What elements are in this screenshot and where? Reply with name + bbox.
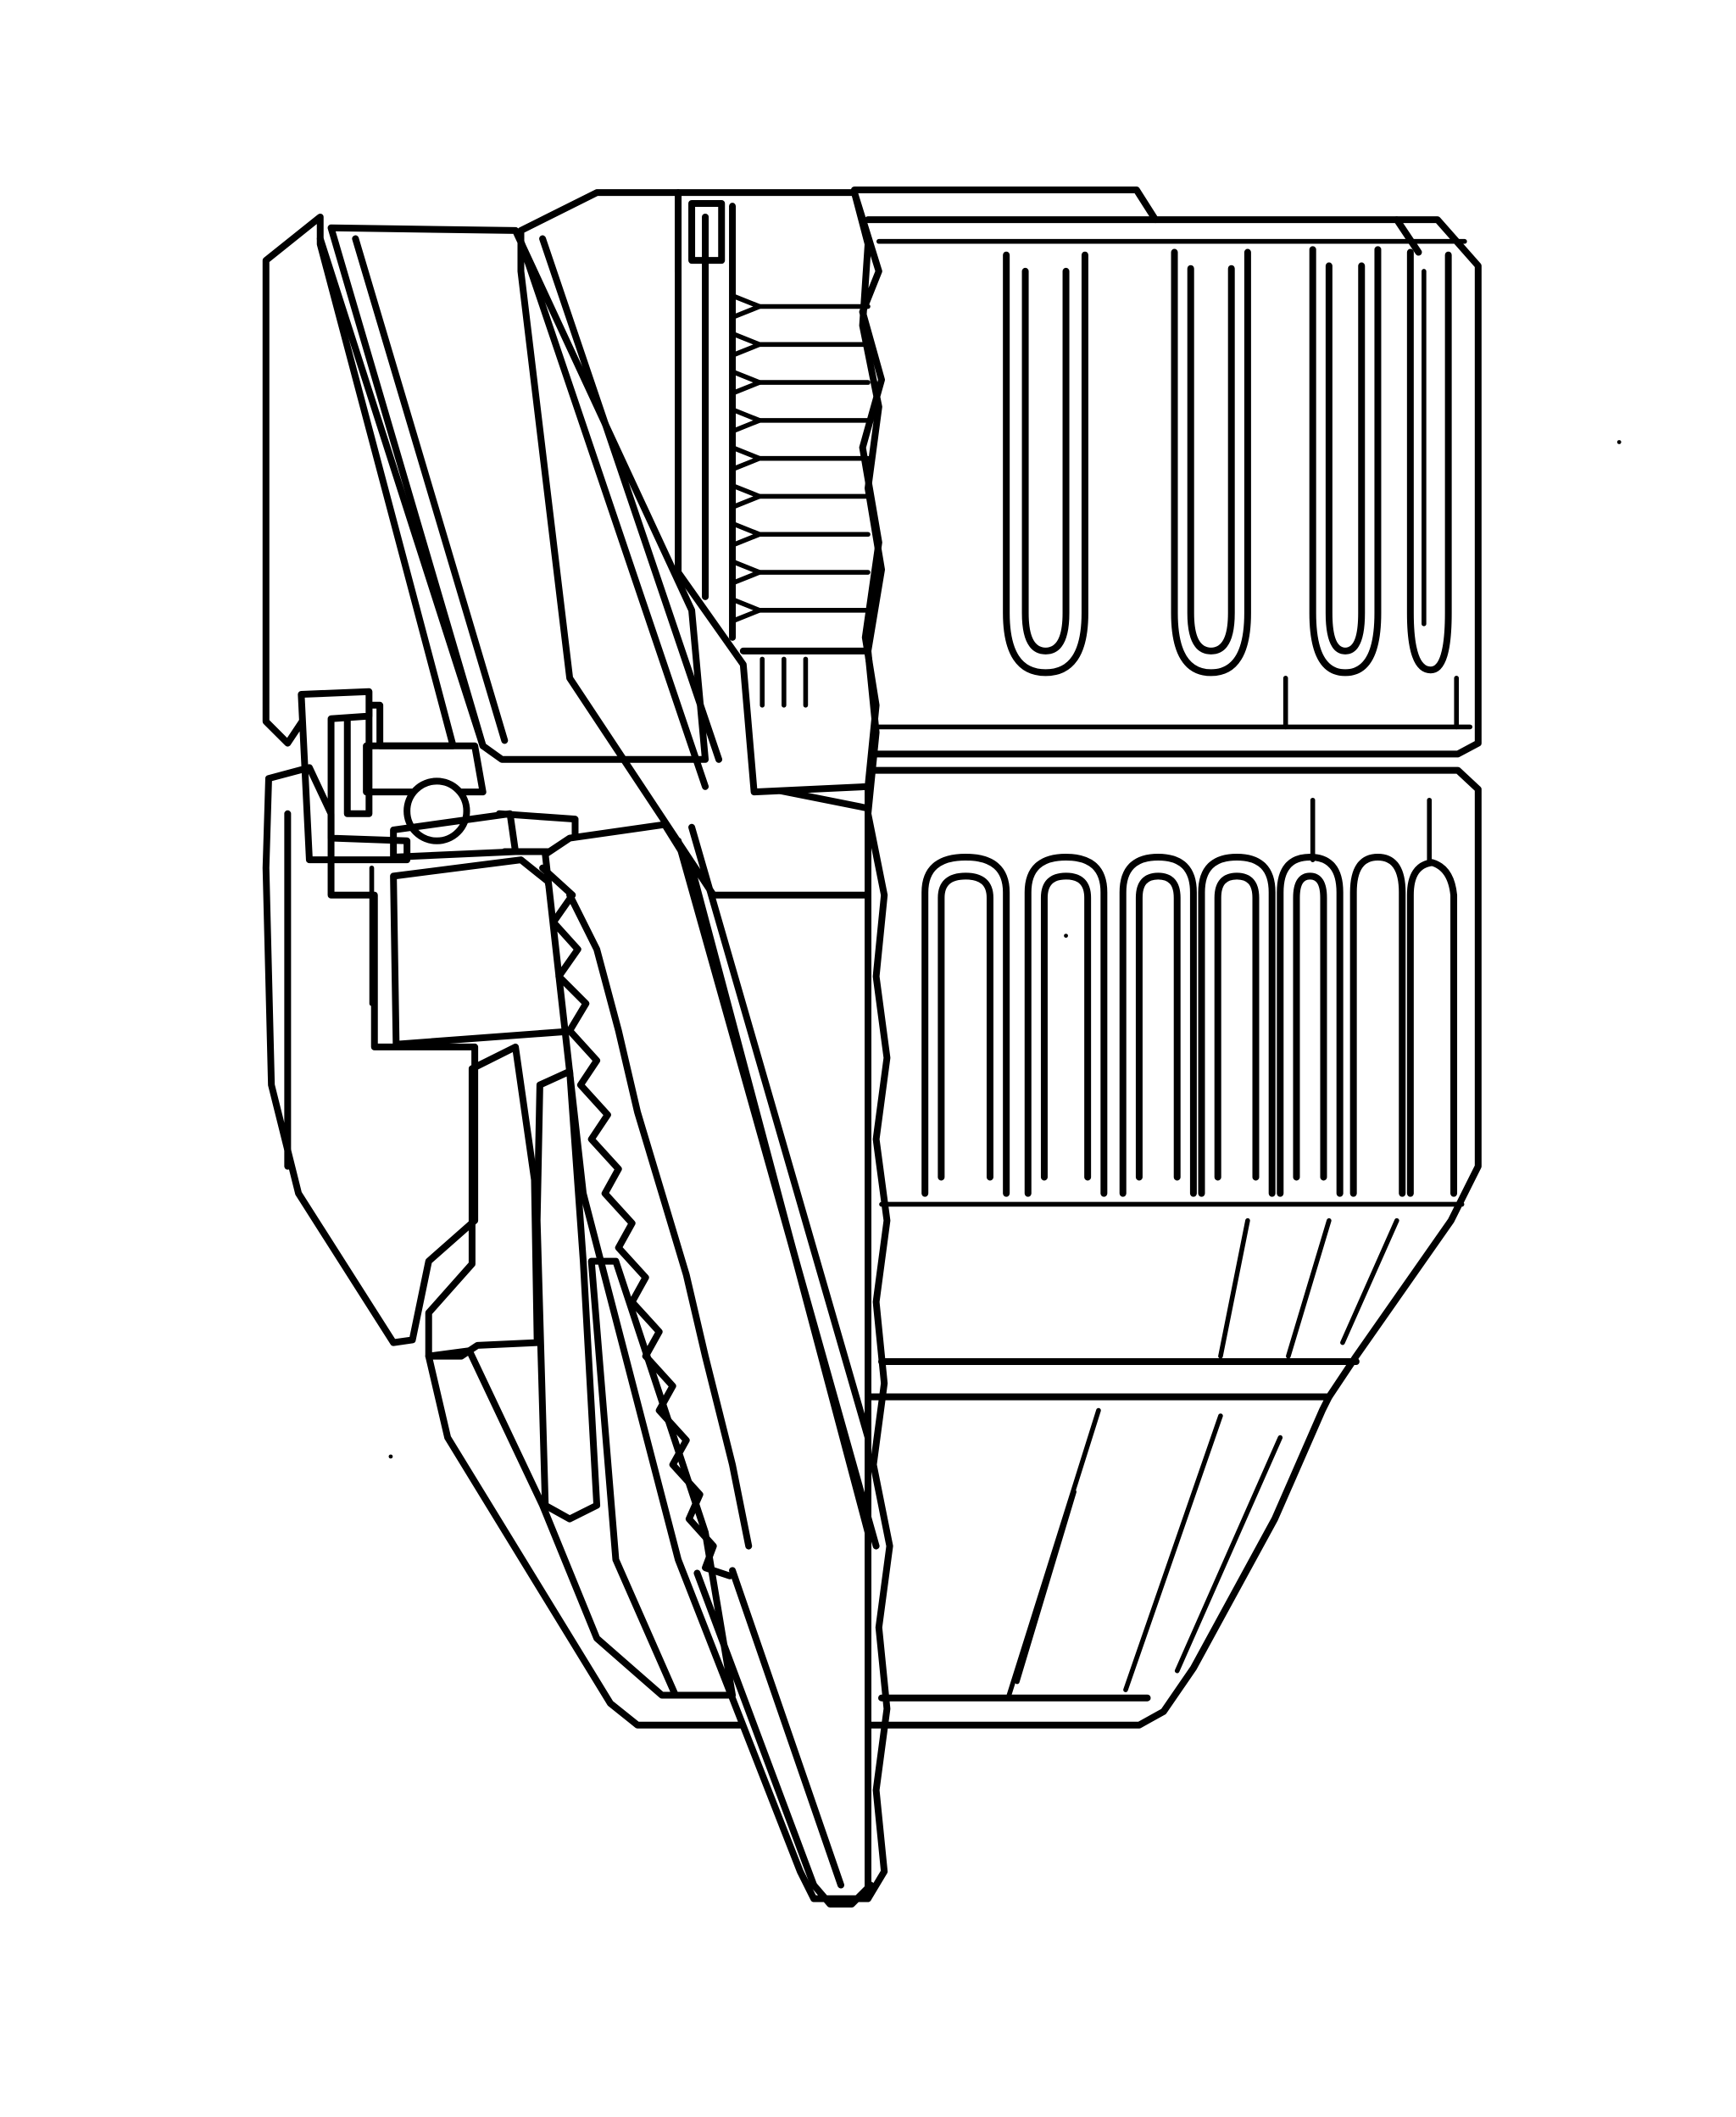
upper-sleeve [851,186,1482,758]
upper-sleeve-grip-slots [876,238,1473,730]
lower-sleeve [865,766,1482,1401]
jaw-face-lines [517,235,871,1441]
nose-cone [865,1217,1399,1729]
lower-sleeve-grip-slots [921,853,1458,1197]
break-line [851,189,893,1903]
stray-dot [1064,933,1068,939]
stray-dot [1616,440,1622,444]
chuck-jaw [539,821,880,1908]
jaw-guide [533,1067,737,1699]
bearing-ball-icon [403,777,470,844]
spindle-threads [675,189,885,796]
stray-dot [388,1454,393,1459]
bearing-assembly [298,688,579,864]
